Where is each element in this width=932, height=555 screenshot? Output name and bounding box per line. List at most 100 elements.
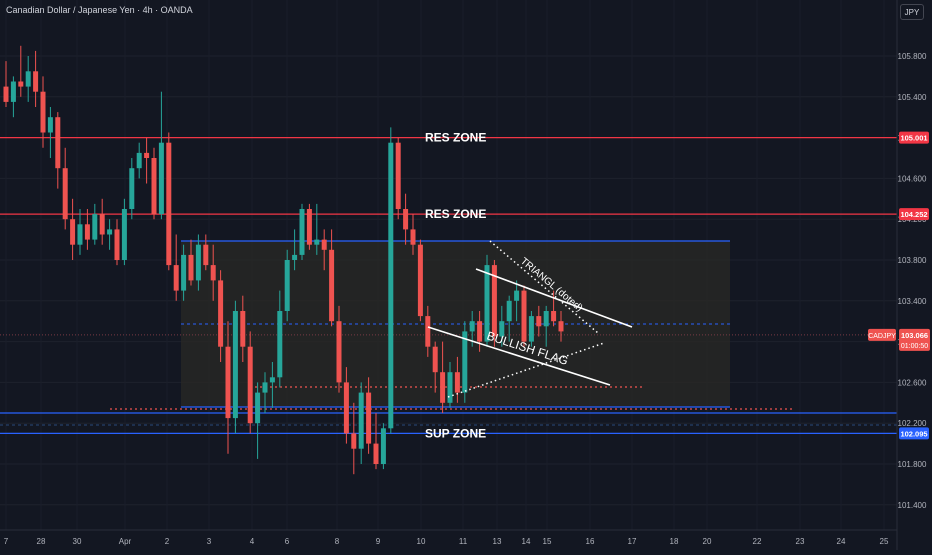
candle-body[interactable] xyxy=(292,254,298,260)
candle-body[interactable] xyxy=(380,428,386,464)
candle-body[interactable] xyxy=(62,168,68,220)
candle-body[interactable] xyxy=(121,209,127,260)
candle-body[interactable] xyxy=(18,81,24,87)
candle-body[interactable] xyxy=(440,372,446,403)
time-axis: 7 28 30 Apr 2 3 4 6 8 9 10 11 13 14 15 16 17 18 20 22 23 24 25 xyxy=(4,537,889,546)
y-tick-label: 103.400 xyxy=(898,297,927,306)
candle-body[interactable] xyxy=(47,117,53,133)
candle-body[interactable] xyxy=(477,321,483,342)
candle-body[interactable] xyxy=(306,209,312,245)
candle-body[interactable] xyxy=(10,81,16,102)
candle-body[interactable] xyxy=(454,372,460,393)
x-tick-label: 17 xyxy=(628,537,637,546)
candle-body[interactable] xyxy=(92,214,98,240)
candle-body[interactable] xyxy=(558,321,564,332)
x-tick-label: 15 xyxy=(543,537,552,546)
candle-body[interactable] xyxy=(99,214,105,235)
candle-body[interactable] xyxy=(343,382,349,434)
candle-body[interactable] xyxy=(506,300,512,322)
candle-body[interactable] xyxy=(469,321,475,332)
candle-body[interactable] xyxy=(499,321,505,337)
candle-body[interactable] xyxy=(321,239,327,250)
candle-body[interactable] xyxy=(240,311,246,347)
symbol-badge-text: CADJPY xyxy=(868,333,896,340)
x-tick-label: 3 xyxy=(207,537,212,546)
candle-body[interactable] xyxy=(299,209,305,255)
candle-body[interactable] xyxy=(284,260,290,311)
x-tick-label: 9 xyxy=(376,537,381,546)
res-zone-upper-label: RES ZONE xyxy=(425,131,486,145)
flag-upper-line[interactable] xyxy=(475,268,633,328)
candle-body[interactable] xyxy=(188,254,194,281)
price-badge-text: 104.252 xyxy=(900,210,927,219)
x-tick-label: 11 xyxy=(459,537,468,546)
candle-body[interactable] xyxy=(336,321,342,383)
candle-body[interactable] xyxy=(425,316,431,347)
candle-body[interactable] xyxy=(484,265,490,342)
y-tick-label: 105.800 xyxy=(898,52,927,61)
candle-body[interactable] xyxy=(366,392,372,444)
candle-body[interactable] xyxy=(262,382,268,393)
candle-body[interactable] xyxy=(225,346,231,419)
candle-body[interactable] xyxy=(491,265,497,337)
x-tick-label: 25 xyxy=(880,537,889,546)
y-tick-label: 101.800 xyxy=(898,460,927,469)
flag-lower-line[interactable] xyxy=(427,326,611,386)
candle-body[interactable] xyxy=(536,316,542,327)
candle-body[interactable] xyxy=(521,290,527,342)
candle-body[interactable] xyxy=(144,152,150,158)
candle-body[interactable] xyxy=(269,377,275,383)
candle-body[interactable] xyxy=(462,331,468,393)
candle-body[interactable] xyxy=(195,244,201,281)
candle-body[interactable] xyxy=(166,142,172,266)
candle-body[interactable] xyxy=(410,229,416,245)
triangle-lower-line[interactable] xyxy=(447,342,605,398)
candle-body[interactable] xyxy=(55,117,61,169)
candle-body[interactable] xyxy=(514,290,520,301)
candle-body[interactable] xyxy=(173,265,179,291)
price-labels: 105.001 104.252 102.095 CADJPY 103.066 01:00:… xyxy=(868,131,930,440)
candle-body[interactable] xyxy=(232,311,238,419)
candle-body[interactable] xyxy=(181,254,187,291)
candle-body[interactable] xyxy=(403,209,409,230)
currency-button[interactable]: JPY xyxy=(900,4,924,20)
candle-body[interactable] xyxy=(210,265,216,281)
candle-body[interactable] xyxy=(247,346,253,424)
candle-body[interactable] xyxy=(351,433,357,449)
candle-body[interactable] xyxy=(314,239,320,245)
triangle-upper-line[interactable] xyxy=(489,240,599,334)
candle-body[interactable] xyxy=(528,316,534,342)
candle-body[interactable] xyxy=(40,91,46,133)
candle-body[interactable] xyxy=(107,229,113,235)
candle-body[interactable] xyxy=(218,280,224,347)
candle-body[interactable] xyxy=(543,311,549,327)
candle-body[interactable] xyxy=(77,224,83,245)
candle-body[interactable] xyxy=(203,244,209,266)
candle-body[interactable] xyxy=(84,224,90,240)
candle-body[interactable] xyxy=(33,71,39,92)
candle-body[interactable] xyxy=(277,311,283,378)
candle-body[interactable] xyxy=(447,372,453,403)
candle-body[interactable] xyxy=(417,244,423,317)
x-tick-label: 28 xyxy=(37,537,46,546)
candle-body[interactable] xyxy=(136,152,142,169)
candle-body[interactable] xyxy=(70,219,76,245)
candle-body[interactable] xyxy=(25,71,31,87)
candle-body[interactable] xyxy=(158,142,164,215)
candle-body[interactable] xyxy=(373,443,379,464)
candle-body[interactable] xyxy=(432,346,438,373)
candle-body[interactable] xyxy=(3,86,9,102)
candle-body[interactable] xyxy=(151,158,157,215)
candle-body[interactable] xyxy=(388,142,394,429)
candle-body[interactable] xyxy=(255,392,261,424)
candle-body[interactable] xyxy=(358,392,364,449)
x-tick-label: 8 xyxy=(335,537,340,546)
candle-body[interactable] xyxy=(395,142,401,209)
candle-body[interactable] xyxy=(129,168,135,209)
x-tick-label: 2 xyxy=(165,537,170,546)
candle-body[interactable] xyxy=(551,311,557,322)
candle-body[interactable] xyxy=(114,229,120,260)
candle-body[interactable] xyxy=(329,249,335,322)
